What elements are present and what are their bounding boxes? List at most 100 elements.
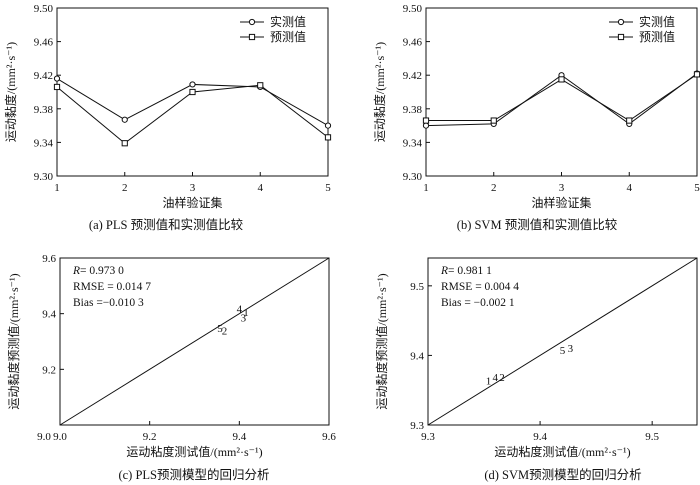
y-tick-label: 9.4 (410, 350, 424, 362)
point-label-1: 1 (486, 375, 492, 387)
y-tick-label: 9.50 (34, 3, 54, 15)
stat-bias: Bias = −0.002 1 (441, 297, 515, 309)
data-point (422, 122, 430, 129)
x-tick-label: 4 (627, 182, 633, 194)
chart-caption: (c) PLS预测模型的回归分析 (118, 467, 269, 482)
y-tick-label: 9.6 (42, 253, 56, 265)
data-point (422, 117, 430, 124)
y-tick-label: 9.30 (34, 171, 54, 183)
x-tick-label: 9.3 (421, 431, 435, 443)
legend-marker (617, 33, 625, 41)
y-tick-label: 9.5 (410, 281, 424, 293)
legend-marker (617, 18, 625, 26)
x-axis-label: 运动粘度测试值/(mm²·s⁻¹) (126, 444, 262, 459)
x-axis-label: 油样验证集 (162, 195, 222, 210)
y-axis-label: 运动黏度/(mm²·s⁻¹) (3, 42, 18, 142)
point-label-3: 3 (568, 343, 574, 355)
y-axis-label: 运动黏度/(mm²·s⁻¹) (372, 42, 387, 142)
legend-label: 预测值 (270, 29, 306, 44)
y-tick-label: 9.38 (403, 104, 423, 116)
chart-c: 9.0 9.2 9.4 9.6 9.2 9.4 9.6 9.0 运动粘度测试值/(mm²·s⁻¹… (6, 253, 336, 482)
y-tick-label: 9.4 (42, 309, 56, 321)
point-label-4: 4 (493, 372, 499, 384)
data-point (693, 71, 700, 78)
legend-label: 实测值 (270, 14, 306, 29)
x-tick-label: 9.4 (232, 431, 246, 443)
y-tick-label: 9.46 (34, 37, 54, 49)
y-tick-label: 9.30 (403, 171, 423, 183)
x-tick-label: 4 (258, 182, 264, 194)
x-tick-label: 3 (190, 182, 196, 194)
point-label-2: 2 (499, 372, 505, 384)
stat-r-symbol: R (72, 265, 80, 277)
data-point (121, 116, 128, 123)
data-point (53, 75, 61, 82)
x-tick-label: 1 (54, 182, 60, 194)
y-axis-label: 运动黏度预测值/(mm²·s⁻¹) (6, 273, 21, 409)
y-origin-label: 9.0 (37, 431, 51, 443)
x-tick-label: 5 (325, 182, 331, 194)
point-label-2: 2 (222, 326, 228, 338)
chart-caption: (b) SVM 预测值和实测值比较 (457, 217, 618, 232)
x-tick-label: 9.5 (645, 431, 659, 443)
legend-marker (248, 33, 256, 41)
data-point (324, 122, 332, 129)
y-tick-label: 9.42 (34, 70, 53, 82)
stat-bias: Bias =−0.010 3 (73, 297, 144, 309)
y-tick-label: 9.38 (34, 104, 54, 116)
stat-r: R= 0.973 0 (72, 265, 124, 277)
x-tick-label: 9.0 (53, 431, 67, 443)
data-point (189, 81, 196, 88)
stat-r-value: = 0.981 1 (448, 265, 492, 277)
y-tick-label: 9.46 (403, 37, 423, 49)
point-label-4: 4 (237, 304, 243, 316)
x-axis-label: 油样验证集 (531, 195, 591, 210)
stat-rmse: RMSE = 0.004 4 (441, 281, 519, 293)
y-tick-label: 9.34 (403, 137, 423, 149)
x-tick-label: 9.2 (143, 431, 157, 443)
y-tick-label: 9.34 (34, 137, 54, 149)
x-tick-label: 5 (694, 182, 700, 194)
y-tick-label: 9.2 (42, 364, 56, 376)
x-axis-label: 运动粘度测试值/(mm²·s⁻¹) (494, 444, 630, 459)
data-point (324, 134, 332, 141)
x-tick-label: 1 (423, 182, 429, 194)
x-tick-label: 2 (122, 182, 128, 194)
data-point (257, 82, 264, 89)
data-point (490, 117, 497, 124)
y-tick-label: 9.42 (403, 70, 422, 82)
point-label-3: 3 (241, 313, 247, 325)
chart-a: 1 2 3 4 5 9.30 9.34 9.38 9.42 9.46 9.50 油样验证集 运动黏度/(… (3, 3, 331, 232)
legend-marker (248, 18, 256, 26)
chart-b: 1 2 3 4 5 9.30 9.34 9.38 9.42 9.46 9.50 油样验证集 运动黏度/(… (372, 3, 700, 232)
reference-line (59, 257, 330, 426)
x-tick-label: 9.4 (533, 431, 547, 443)
data-point (53, 83, 61, 91)
plot-frame (427, 257, 698, 426)
plot-frame (59, 257, 330, 426)
reference-line (427, 257, 698, 426)
point-label-5: 5 (560, 345, 566, 357)
y-tick-label: 9.3 (410, 420, 424, 432)
data-point (558, 76, 565, 83)
point-label-5: 5 (217, 323, 223, 335)
data-point (121, 140, 128, 147)
stat-r-value: = 0.973 0 (80, 265, 124, 277)
stat-rmse: RMSE = 0.014 7 (73, 281, 151, 293)
x-tick-label: 3 (559, 182, 565, 194)
x-tick-label: 2 (491, 182, 497, 194)
chart-d: 9.3 9.4 9.5 9.3 9.4 9.5 运动粘度测试值/(mm²·s⁻¹) 运动黏度预… (374, 257, 698, 482)
legend-label: 预测值 (639, 29, 675, 44)
stat-r-symbol: R (440, 265, 448, 277)
y-tick-label: 9.50 (403, 3, 423, 15)
x-tick-label: 9.6 (322, 431, 336, 443)
y-axis-label: 运动黏度预测值/(mm²·s⁻¹) (374, 273, 389, 409)
data-point (189, 88, 196, 96)
legend-label: 实测值 (639, 14, 675, 29)
chart-caption: (a) PLS 预测值和实测值比较 (89, 217, 244, 232)
point-label-1: 1 (243, 307, 249, 319)
chart-caption: (d) SVM预测模型的回归分析 (484, 467, 641, 482)
data-point (626, 117, 633, 124)
stat-r: R= 0.981 1 (440, 265, 492, 277)
